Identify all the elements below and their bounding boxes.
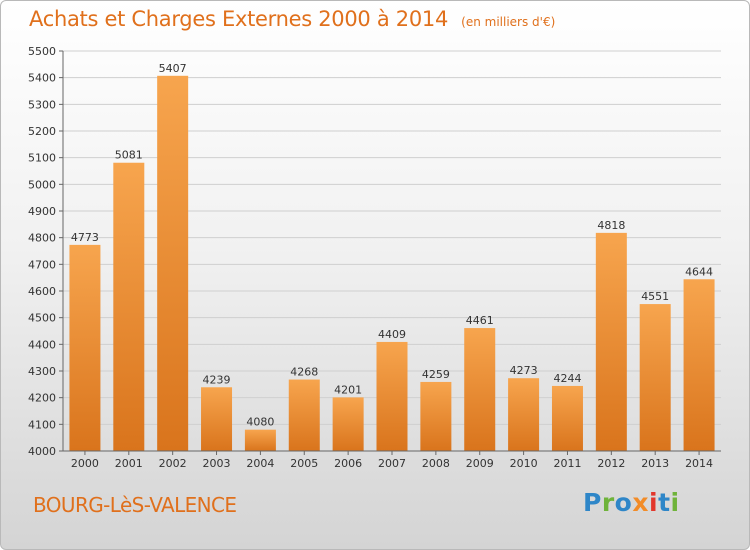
data-label: 4201 [334,383,362,396]
y-tick-labels: 4000 4100 4200 4300 4400 4500 4600 4700 4800 4900… [28,45,56,458]
y-tick-label: 4800 [28,232,56,245]
x-tick-label: 2010 [510,457,538,470]
data-label: 4409 [378,328,406,341]
data-label: 4268 [290,366,318,379]
x-tick-label: 2013 [641,457,669,470]
bar-2011 [551,385,583,451]
y-tick-label: 5000 [28,178,56,191]
x-tick-label: 2003 [203,457,231,470]
y-tick-label: 4900 [28,205,56,218]
proxiti-logo: Proxiti [583,488,680,517]
axes [62,51,721,452]
logo-letter: i [649,488,659,517]
x-tick-label: 2002 [159,457,187,470]
data-label: 4244 [553,372,581,385]
logo-letter: t [658,488,671,517]
bar-2000 [69,244,101,451]
bar-2007 [376,341,408,451]
data-label: 4818 [597,219,625,232]
bar-2002 [157,75,189,452]
y-tick-label: 5300 [28,98,56,111]
x-tick-label: 2011 [553,457,581,470]
logo-letter: x [632,488,649,517]
logo-letter: o [614,488,633,517]
title-row: Achats et Charges Externes 2000 à 2014 (… [29,7,555,31]
logo-letter: r [601,488,615,517]
data-label: 4644 [685,265,713,278]
bar-2006 [332,397,364,451]
bar-2005 [288,379,320,451]
data-label: 4773 [71,231,99,244]
data-label: 4273 [510,364,538,377]
data-label: 5081 [115,149,143,162]
x-tick-label: 2004 [246,457,274,470]
bar-2003 [201,387,233,451]
data-label: 4239 [203,373,231,386]
y-tick-label: 4200 [28,392,56,405]
data-label: 4259 [422,368,450,381]
data-labels: 4773 5081 5407 4239 4080 4268 4201 4409 4259 4461… [71,62,713,429]
bar-2004 [244,429,276,451]
x-tick-label: 2008 [422,457,450,470]
chart-title: Achats et Charges Externes 2000 à 2014 [29,7,449,31]
data-label: 4461 [466,314,494,327]
x-tick-label: 2006 [334,457,362,470]
y-tick-label: 5400 [28,72,56,85]
x-tick-label: 2014 [685,457,713,470]
x-tick-label: 2001 [115,457,143,470]
data-label: 5407 [159,62,187,75]
x-tick-label: 2000 [71,457,99,470]
logo-letter: P [583,488,602,517]
y-tick-label: 5100 [28,152,56,165]
y-tick-label: 4500 [28,312,56,325]
y-tick-label: 4300 [28,365,56,378]
y-tick-label: 4600 [28,285,56,298]
bar-2010 [508,378,540,451]
city-name: BOURG-LèS-VALENCE [33,493,237,517]
x-tick-label: 2012 [597,457,625,470]
data-label: 4080 [246,416,274,429]
y-tick-label: 4000 [28,445,56,458]
y-tick-label: 4400 [28,338,56,351]
x-tick-label: 2005 [290,457,318,470]
bar-2014 [683,279,715,451]
y-tick-label: 5200 [28,125,56,138]
bar-2012 [595,232,627,451]
x-tick-labels: 2000 2001 2002 2003 2004 2005 2006 2007 2008 2009… [71,451,713,470]
bars [69,75,715,452]
y-tick-label: 4100 [28,418,56,431]
data-label: 4551 [641,290,669,303]
x-tick-label: 2009 [466,457,494,470]
bar-2013 [639,304,671,451]
bar-2008 [420,381,452,451]
logo-letter: i [670,488,680,517]
y-tick-label: 4700 [28,258,56,271]
y-tick-label: 5500 [28,45,56,58]
chart-subtitle: (en milliers d'€) [461,15,556,29]
bar-2001 [113,162,145,451]
bar-2009 [464,328,496,451]
x-tick-label: 2007 [378,457,406,470]
